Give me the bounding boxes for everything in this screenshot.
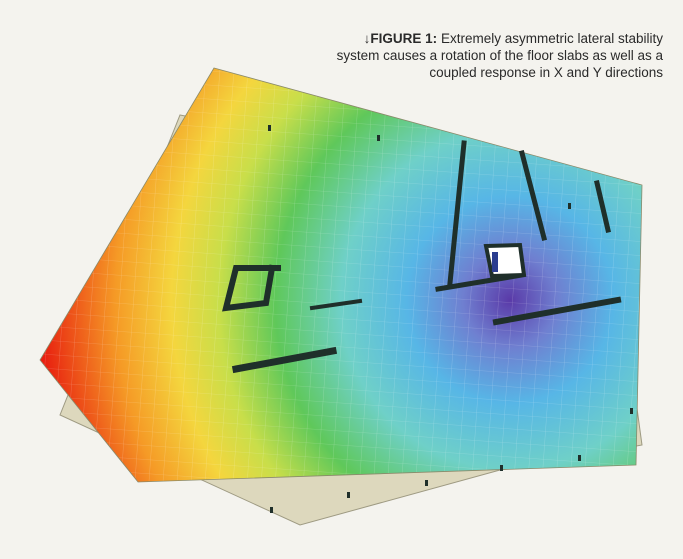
caption-label: FIGURE 1: <box>370 31 438 46</box>
figure-caption: ↓FIGURE 1: Extremely asymmetric lateral … <box>333 30 663 81</box>
caption-text: Extremely asymmetric lateral stability s… <box>336 31 663 80</box>
deformed-slab <box>39 67 643 483</box>
column-markers <box>268 125 633 513</box>
core-opening <box>483 242 527 279</box>
shear-walls <box>222 140 622 374</box>
down-arrow-icon: ↓ <box>363 31 371 46</box>
